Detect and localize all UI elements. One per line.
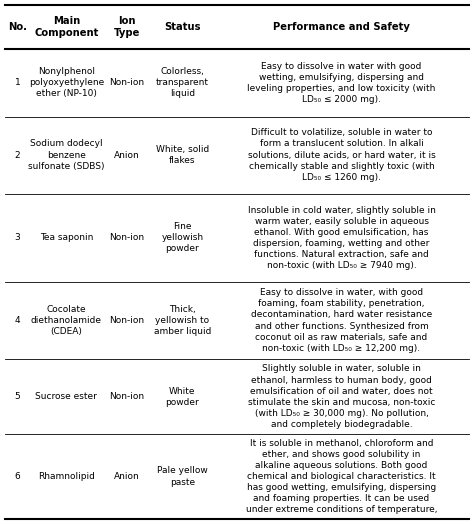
- Text: Performance and Safety: Performance and Safety: [273, 22, 410, 32]
- Text: Non-ion: Non-ion: [109, 79, 144, 88]
- Text: Sodium dodecyl
benzene
sulfonate (SDBS): Sodium dodecyl benzene sulfonate (SDBS): [28, 139, 105, 171]
- Text: Easy to dissolve in water, with good
foaming, foam stability, penetration,
decon: Easy to dissolve in water, with good foa…: [251, 288, 432, 353]
- Text: Thick,
yellowish to
amber liquid: Thick, yellowish to amber liquid: [154, 305, 211, 336]
- Text: 4: 4: [15, 316, 20, 325]
- Text: Slightly soluble in water, soluble in
ethanol, harmless to human body, good
emul: Slightly soluble in water, soluble in et…: [248, 364, 435, 429]
- Text: 2: 2: [15, 150, 20, 159]
- Text: Main
Component: Main Component: [34, 16, 99, 38]
- Text: Tea saponin: Tea saponin: [40, 233, 93, 242]
- Text: Status: Status: [164, 22, 201, 32]
- Text: Anion: Anion: [114, 472, 139, 481]
- Text: Sucrose ester: Sucrose ester: [36, 392, 97, 401]
- Text: Pale yellow
paste: Pale yellow paste: [157, 466, 208, 487]
- Text: Anion: Anion: [114, 150, 139, 159]
- Text: Fine
yellowish
powder: Fine yellowish powder: [161, 222, 203, 253]
- Text: 6: 6: [15, 472, 20, 481]
- Text: Difficult to volatilize, soluble in water to
form a translucent solution. In alk: Difficult to volatilize, soluble in wate…: [247, 128, 436, 182]
- Text: Insoluble in cold water, slightly soluble in
warm water, easily soluble in aqueo: Insoluble in cold water, slightly solubl…: [247, 205, 436, 270]
- Text: Rhamnolipid: Rhamnolipid: [38, 472, 95, 481]
- Text: White
powder: White powder: [165, 387, 199, 407]
- Text: 5: 5: [15, 392, 20, 401]
- Text: 3: 3: [15, 233, 20, 242]
- Text: Colorless,
transparent
liquid: Colorless, transparent liquid: [156, 67, 209, 99]
- Text: White, solid
flakes: White, solid flakes: [156, 145, 209, 165]
- Text: Non-ion: Non-ion: [109, 233, 144, 242]
- Text: It is soluble in methanol, chloroform and
ether, and shows good solubility in
al: It is soluble in methanol, chloroform an…: [246, 439, 438, 515]
- Text: Non-ion: Non-ion: [109, 392, 144, 401]
- Text: Nonylphenol
polyoxyethylene
ether (NP-10): Nonylphenol polyoxyethylene ether (NP-10…: [28, 67, 104, 99]
- Text: 1: 1: [15, 79, 20, 88]
- Text: Easy to dissolve in water with good
wetting, emulsifying, dispersing and
levelin: Easy to dissolve in water with good wett…: [247, 62, 436, 104]
- Text: Non-ion: Non-ion: [109, 316, 144, 325]
- Text: Cocolate
diethanolamide
(CDEA): Cocolate diethanolamide (CDEA): [31, 305, 102, 336]
- Text: Ion
Type: Ion Type: [113, 16, 140, 38]
- Text: No.: No.: [8, 22, 27, 32]
